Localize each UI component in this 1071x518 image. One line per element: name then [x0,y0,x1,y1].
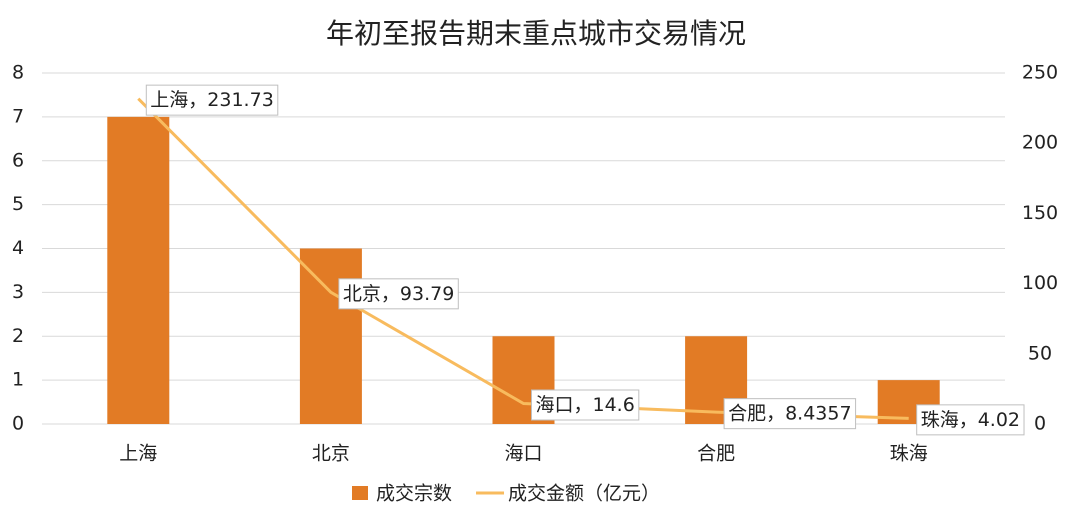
data-label-text: 合肥，8.4357 [728,403,851,425]
y-tick-label: 0 [12,413,24,435]
data-label: 上海，231.73 [145,84,279,116]
data-label: 合肥，8.4357 [723,398,857,430]
x-tick-label: 珠海 [890,443,928,465]
x-tick-label: 北京 [312,443,350,465]
data-label-text: 北京，93.79 [343,283,454,305]
data-label-text: 海口，14.6 [536,394,635,416]
y2-tick-label: 150 [1022,202,1058,224]
data-label-text: 上海，231.73 [150,89,273,111]
data-label-box [338,278,459,310]
data-label-text: 珠海，4.02 [921,409,1020,431]
bar [107,116,170,424]
legend-label: 成交宗数 [376,483,452,505]
data-label: 珠海，4.02 [916,404,1025,436]
data-label: 海口，14.6 [531,389,640,421]
legend-swatch [352,486,368,500]
y-tick-label: 1 [12,369,24,391]
y-tick-label: 2 [12,325,24,347]
y-tick-label: 5 [12,193,24,215]
data-label: 北京，93.79 [338,278,459,310]
data-label-box [723,398,857,430]
x-tick-label: 上海 [119,443,157,465]
y2-tick-label: 50 [1028,342,1052,364]
y2-tick-label: 250 [1022,62,1058,84]
y-tick-label: 7 [12,105,24,127]
data-label-box [531,389,640,421]
y2-tick-label: 0 [1034,413,1046,435]
y-tick-label: 8 [12,62,24,84]
x-tick-label: 海口 [504,443,542,465]
y2-tick-label: 100 [1022,272,1058,294]
y2-tick-label: 200 [1022,132,1058,154]
x-tick-label: 合肥 [697,443,735,465]
y-tick-label: 6 [12,149,24,171]
bar [299,248,362,424]
y-tick-label: 3 [12,281,24,303]
chart-title: 年初至报告期末重点城市交易情况 [326,17,746,50]
marks [107,97,940,424]
data-label-box [145,84,279,116]
labels: 上海，231.73 北京，93.79 海口，14.6 合肥，8.4357 珠海，4.02 [145,84,1025,436]
legend-label: 成交金额（亿元） [508,483,660,505]
y-tick-label: 4 [12,237,24,259]
data-label-box [916,404,1025,436]
